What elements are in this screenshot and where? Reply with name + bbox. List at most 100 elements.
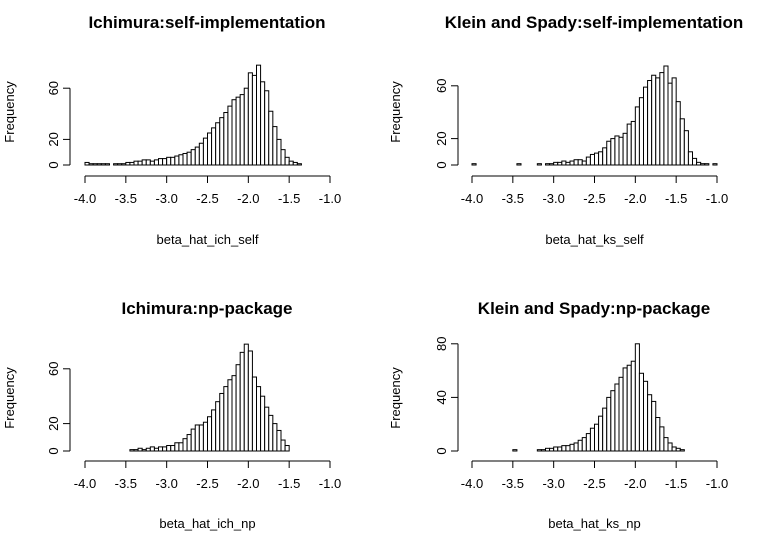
histogram-bar [235, 96, 241, 166]
histogram-bar [663, 437, 669, 452]
histogram-bar [170, 445, 176, 452]
y-axis-label: Frequency [2, 81, 17, 143]
x-tick-label: -1.5 [278, 191, 300, 206]
histogram-bar [231, 99, 237, 166]
histogram-bar [223, 386, 229, 452]
histogram-bar [137, 447, 143, 452]
histogram-bar [512, 449, 518, 452]
histogram-bar [149, 446, 155, 452]
histogram-bars [471, 65, 718, 166]
histogram-bar [194, 146, 200, 166]
histogram-bar [573, 159, 579, 166]
x-tick-label: -3.5 [115, 476, 137, 491]
histogram-bar [659, 426, 665, 452]
x-tick-label: -2.0 [624, 476, 646, 491]
histogram-bar [272, 126, 278, 166]
y-tick-label: 40 [434, 390, 449, 404]
histogram-bar [561, 160, 567, 166]
histogram-bar [683, 130, 689, 166]
histogram-bar [598, 415, 604, 452]
histogram-bar [545, 447, 551, 452]
histogram-bar [162, 446, 168, 452]
histogram-bar [158, 446, 164, 452]
histogram-bar [647, 80, 653, 166]
histogram-bars [512, 343, 685, 452]
histogram-bar [626, 123, 632, 166]
y-tick-label: 20 [46, 416, 61, 430]
y-tick-label: 20 [46, 132, 61, 146]
histogram-bar [153, 447, 160, 452]
histogram-bar [647, 394, 653, 452]
histogram-bar [622, 367, 628, 452]
histogram-bar [643, 380, 649, 452]
y-tick-label: 60 [46, 81, 61, 95]
x-tick-label: -4.0 [461, 191, 483, 206]
histogram-bar [606, 396, 612, 452]
histogram-bar [137, 160, 143, 166]
histogram-bar [256, 386, 262, 452]
histogram-bar [565, 445, 571, 452]
histogram-bar [622, 132, 628, 166]
histogram-bar [129, 161, 135, 166]
histogram-bar [553, 161, 559, 166]
histogram-bar [594, 152, 600, 166]
histogram-bars [129, 343, 290, 452]
histogram-bar [553, 446, 559, 452]
histogram-bar [92, 163, 98, 166]
histogram-bar [133, 449, 139, 452]
histogram-bar [145, 447, 151, 452]
histogram-bar [268, 110, 274, 166]
histogram-bars [84, 64, 302, 166]
histogram-bar [614, 135, 620, 166]
histogram-bar [166, 445, 172, 452]
histogram-bar [671, 77, 677, 166]
histogram-bar [178, 154, 184, 166]
y-tick-label: 80 [434, 337, 449, 351]
x-tick-label: -3.0 [155, 476, 177, 491]
histogram-bar [125, 161, 131, 166]
x-tick-label: -2.5 [196, 191, 218, 206]
histogram-bar [700, 163, 706, 166]
histogram-bar [651, 74, 657, 166]
histogram-bar [630, 120, 636, 166]
histogram-bar [215, 401, 221, 452]
histogram-bar [84, 161, 90, 166]
histogram-bar [260, 395, 266, 452]
histogram-bar [581, 437, 587, 452]
histogram-bar [162, 158, 168, 166]
histogram-bar [243, 343, 249, 452]
histogram-bar [276, 138, 282, 166]
histogram-bar [104, 163, 110, 166]
histogram-bar [186, 434, 192, 452]
x-axis-label: beta_hat_ks_np [548, 516, 641, 531]
histogram-bar [166, 156, 172, 166]
histogram-bar [239, 351, 245, 452]
x-tick-label: -1.0 [319, 191, 341, 206]
histogram-bar [536, 163, 542, 166]
histogram-bar [243, 87, 249, 166]
histogram-bar [638, 372, 645, 452]
histogram-bar [117, 163, 123, 166]
histogram-bar [211, 127, 217, 166]
histogram-bar [227, 105, 233, 166]
x-tick-label: -2.0 [237, 191, 259, 206]
histogram-bar [549, 447, 555, 452]
histogram-bar [256, 64, 262, 166]
histogram-bar [536, 449, 542, 452]
x-tick-label: -2.5 [583, 191, 605, 206]
histogram-bar [618, 136, 624, 166]
histogram-bar [190, 149, 196, 166]
histogram-bar [235, 364, 241, 452]
histogram-panel-ichimura-self: Ichimura:self-implementation -4.0 -3.5 -3.0… [2, 13, 341, 247]
histogram-bar [129, 449, 135, 452]
histogram-bar [549, 163, 555, 166]
chart-title: Ichimura:np-package [122, 299, 293, 318]
histogram-bar [264, 90, 270, 166]
histogram-bar [655, 77, 661, 166]
histogram-bar [614, 383, 620, 452]
histogram-bar [247, 72, 253, 166]
histogram-bar [557, 446, 563, 452]
histogram-bar [292, 161, 298, 166]
x-axis-label: beta_hat_ks_self [545, 232, 644, 247]
histogram-bar [569, 443, 575, 452]
